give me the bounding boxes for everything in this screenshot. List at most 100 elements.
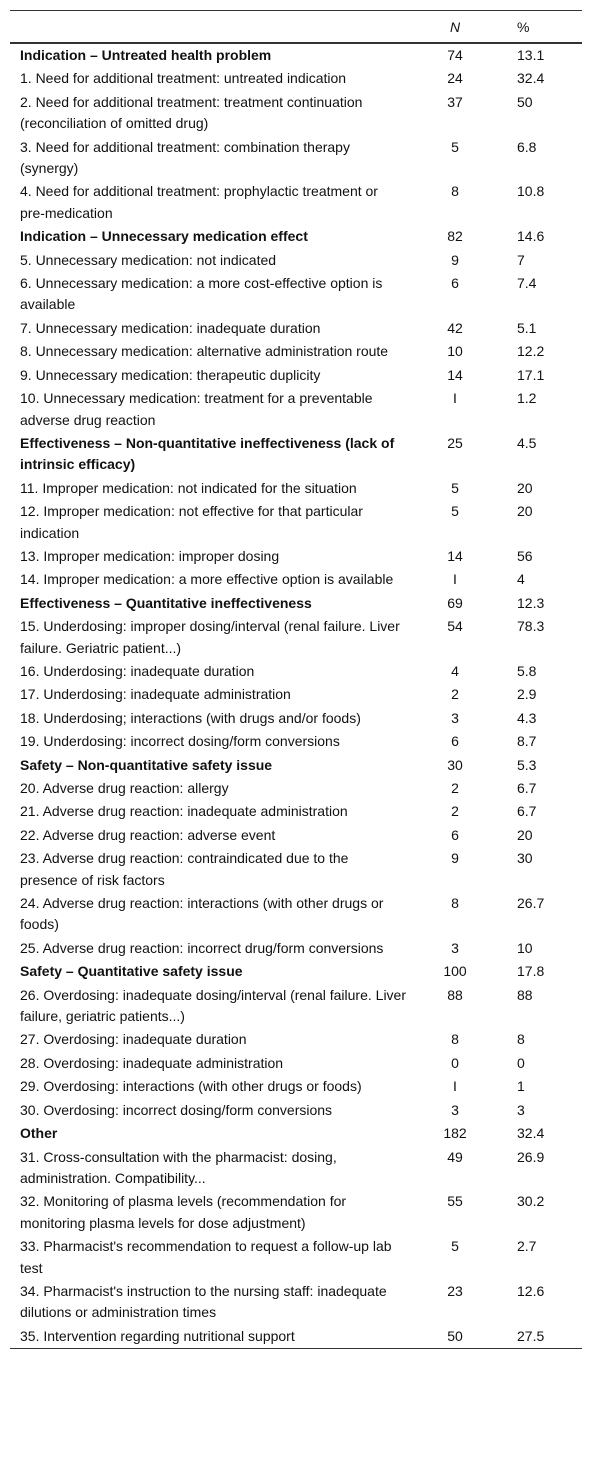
count-cell: 74 [447,47,463,63]
count-cell: 30 [447,756,463,773]
item-label: 1. Need for additional treatment: untrea… [20,70,347,87]
percent-cell: 50 [517,93,533,110]
item-label: 13. Improper medication: improper dosing [20,547,280,564]
header-cell [10,10,410,44]
item-label: 34. Pharmacist's instruction to the nurs… [20,1282,387,1321]
count-cell: 24 [447,70,463,87]
item-row: 29. Overdosing: interactions (with other… [10,1075,582,1098]
percent-cell: 32.4 [517,70,545,87]
percent-cell: 17.8 [517,963,545,980]
header-cell: N [410,10,500,44]
percent-cell: 2.9 [517,686,537,703]
count-cell: 69 [447,594,463,611]
percent-cell: 4 [517,571,525,588]
item-row: 21. Adverse drug reaction: inadequate ad… [10,800,582,823]
count-cell: 55 [447,1193,463,1210]
section-row: Other 182 32.4 [10,1122,582,1145]
count-cell: 82 [447,228,463,245]
item-row: 5. Unnecessary medication: not indicated… [10,249,582,272]
item-label: 20. Adverse drug reaction: allergy [20,780,229,796]
section-title: Safety – Quantitative safety issue [20,963,243,980]
percent-cell: 20 [517,503,533,520]
item-row: 16. Underdosing: inadequate duration 4 5.8 [10,660,582,683]
item-label: 21. Adverse drug reaction: inadequate ad… [20,803,348,820]
section-title: Indication – Untreated health problem [20,47,272,63]
percent-cell: 12.2 [517,343,545,360]
section-row: Indication – Unnecessary medication effe… [10,225,582,248]
count-cell: 2 [451,803,459,820]
item-label: 3. Need for additional treatment: combin… [20,138,350,177]
item-label: 31. Cross-consultation with the pharmaci… [20,1148,337,1186]
percent-cell: 5.3 [517,756,537,773]
count-cell: 23 [447,1282,463,1299]
item-row: 10. Unnecessary medication: treatment fo… [10,387,582,432]
count-cell: 5 [451,1238,459,1255]
item-label: 24. Adverse drug reaction: interactions … [20,895,384,933]
section-title: Other [20,1125,58,1142]
header-row: N % [10,10,582,44]
item-row: 1. Need for additional treatment: untrea… [10,67,582,90]
count-cell: 6 [451,733,459,750]
item-row: 2. Need for additional treatment: treatm… [10,91,582,136]
section-title: Effectiveness – Non-quantitative ineffec… [20,434,395,473]
item-label: 25. Adverse drug reaction: incorrect dru… [20,939,384,956]
count-cell: 182 [443,1125,467,1142]
count-cell: 100 [443,963,467,980]
count-cell: 3 [451,1101,459,1118]
percent-cell: 88 [517,986,533,1003]
item-label: 33. Pharmacist's recommendation to reque… [20,1238,392,1276]
item-row: 31. Cross-consultation with the pharmaci… [10,1146,582,1191]
percent-cell: 32.4 [517,1125,545,1142]
data-table: N % Indication – Untreated health proble… [10,10,582,1350]
item-row: 9. Unnecessary medication: therapeutic d… [10,364,582,387]
count-cell: 6 [451,275,459,292]
count-cell: 42 [447,319,463,336]
item-label: 7. Unnecessary medication: inadequate du… [20,319,321,336]
item-label: 9. Unnecessary medication: therapeutic d… [20,366,321,383]
count-cell: 3 [451,709,459,726]
item-row: 24. Adverse drug reaction: interactions … [10,892,582,937]
item-row: 12. Improper medication: not effective f… [10,500,582,545]
item-row: 34. Pharmacist's instruction to the nurs… [10,1280,582,1325]
item-label: 18. Underdosing; interactions (with drug… [20,709,361,726]
item-row: 17. Underdosing: inadequate administrati… [10,683,582,706]
count-cell: 37 [447,93,463,110]
item-label: 28. Overdosing: inadequate administratio… [20,1054,284,1071]
percent-cell: 5.8 [517,662,537,679]
count-cell: 8 [451,183,459,200]
percent-cell: 78.3 [517,618,545,635]
item-label: 8. Unnecessary medication: alternative a… [20,343,389,360]
percent-cell: 1 [517,1078,525,1095]
item-label: 14. Improper medication: a more effectiv… [20,571,394,588]
percent-cell: 5.1 [517,319,537,336]
item-row: 25. Adverse drug reaction: incorrect dru… [10,937,582,960]
item-label: 35. Intervention regarding nutritional s… [20,1327,295,1344]
percent-cell: 6.7 [517,780,537,796]
item-row: 6. Unnecessary medication: a more cost-e… [10,272,582,317]
item-row: 32. Monitoring of plasma levels (recomme… [10,1190,582,1235]
item-row: 8. Unnecessary medication: alternative a… [10,340,582,363]
item-row: 18. Underdosing; interactions (with drug… [10,707,582,730]
item-label: 22. Adverse drug reaction: adverse event [20,826,276,843]
percent-cell: 30 [517,850,533,867]
count-cell: 14 [447,366,463,383]
section-title: Safety – Non-quantitative safety issue [20,756,273,773]
percent-cell: 12.3 [517,594,545,611]
section-row: Effectiveness – Quantitative ineffective… [10,592,582,615]
count-cell: 14 [447,547,463,564]
item-row: 33. Pharmacist's recommendation to reque… [10,1235,582,1280]
item-label: 30. Overdosing: incorrect dosing/form co… [20,1101,333,1118]
percent-cell: 10 [517,939,533,956]
percent-cell: 30.2 [517,1193,545,1210]
count-cell: 50 [447,1327,463,1344]
item-label: 5. Unnecessary medication: not indicated [20,251,277,268]
item-label: 11. Improper medication: not indicated f… [20,479,357,496]
count-cell: I [453,1078,457,1095]
percent-cell: 13.1 [517,47,545,63]
item-label: 10. Unnecessary medication: treatment fo… [20,390,373,428]
percent-cell: 1.2 [517,390,537,407]
item-label: 32. Monitoring of plasma levels (recomme… [20,1193,347,1231]
percent-cell: 6.8 [517,138,537,155]
item-label: 23. Adverse drug reaction: contraindicat… [20,850,349,888]
count-cell: 88 [447,986,463,1003]
